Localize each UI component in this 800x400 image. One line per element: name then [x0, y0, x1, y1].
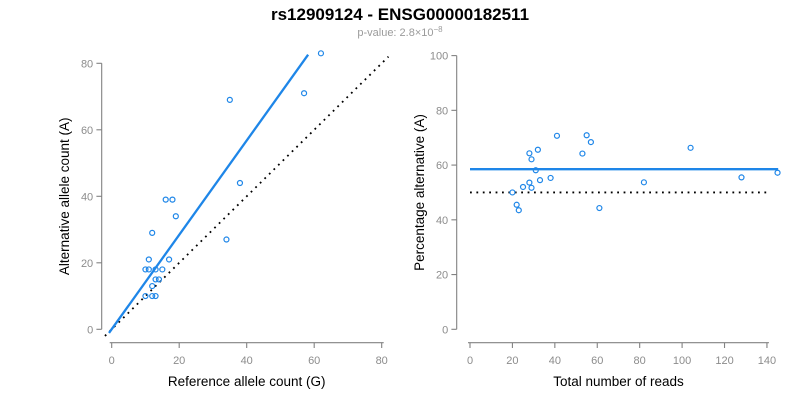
data-point: [162, 196, 169, 203]
data-point: [159, 266, 166, 273]
x-tick-label: 80: [376, 355, 388, 367]
y-tick-label: 100: [430, 51, 448, 63]
data-point: [155, 276, 163, 283]
data-point: [519, 183, 527, 191]
data-point: [149, 292, 156, 300]
x-tick-label: 80: [634, 355, 646, 367]
data-point: [547, 174, 554, 182]
y-axis-title: Alternative allele count (A): [57, 118, 72, 276]
y-tick-label: 0: [442, 324, 448, 336]
pvalue-text: p-value: 2.8×10: [357, 27, 434, 39]
data-point: [152, 266, 159, 273]
data-point: [317, 50, 325, 57]
y-tick-label: 40: [81, 191, 93, 203]
data-point: [236, 179, 244, 187]
data-point: [300, 90, 308, 97]
data-point: [515, 207, 522, 214]
x-tick-label: 0: [467, 355, 473, 367]
data-point: [172, 213, 179, 220]
data-point: [145, 256, 152, 263]
data-point: [583, 132, 590, 139]
y-tick-label: 60: [81, 125, 93, 137]
data-point: [169, 196, 176, 203]
data-point: [536, 177, 544, 184]
data-point: [152, 276, 159, 283]
data-point: [149, 229, 156, 236]
plot-title: rs12909124 - ENSG00000182511: [270, 5, 530, 24]
y-tick-label: 40: [436, 215, 448, 227]
data-point: [532, 167, 539, 174]
data-point: [587, 138, 594, 146]
data-point: [579, 150, 586, 157]
data-point: [526, 179, 533, 186]
data-point: [142, 292, 149, 300]
regression-line: [108, 53, 310, 334]
y-tick-label: 80: [81, 58, 93, 70]
x-tick-label: 60: [591, 355, 603, 367]
data-point: [640, 179, 648, 186]
y-tick-label: 20: [81, 258, 93, 270]
x-tick-label: 40: [241, 355, 253, 367]
data-point: [687, 144, 694, 151]
data-point: [528, 156, 535, 163]
plot-subtitle: p-value: 2.8×10−8: [0, 25, 800, 39]
y-tick-label: 0: [87, 324, 93, 336]
data-point: [738, 174, 745, 181]
y-tick-label: 60: [436, 160, 448, 172]
data-point: [152, 292, 159, 300]
x-tick-label: 120: [715, 355, 733, 367]
identity-line: [104, 56, 390, 337]
y-tick-label: 20: [436, 270, 448, 282]
y-axis-title: Percentage alternative (A): [412, 114, 427, 271]
x-tick-label: 100: [673, 355, 691, 367]
data-point: [553, 132, 561, 139]
data-point: [223, 236, 230, 243]
x-tick-label: 140: [758, 355, 776, 367]
data-point: [513, 201, 520, 208]
data-point: [534, 146, 541, 153]
data-point: [509, 189, 516, 196]
y-tick-label: 80: [436, 105, 448, 117]
x-axis-title: Total number of reads: [553, 374, 684, 389]
data-point: [165, 256, 173, 263]
pvalue-exponent: −8: [433, 25, 443, 34]
data-point: [526, 150, 533, 157]
plot-allele-counts: 0 20 40 60 80 0 20 40 60 80 Reference allele count…: [57, 50, 390, 389]
x-tick-label: 60: [308, 355, 320, 367]
x-tick-label: 40: [549, 355, 561, 367]
data-point: [145, 266, 152, 273]
x-axis-title: Reference allele count (G): [168, 374, 326, 389]
data-point: [142, 266, 149, 273]
data-point: [774, 169, 781, 176]
data-point: [596, 204, 603, 212]
data-point: [149, 282, 156, 290]
plot-percentage-alternative: 0 20 40 60 80 100 0 20 40 60 80 100 120 140 Total numb…: [412, 51, 781, 389]
x-tick-label: 0: [109, 355, 115, 367]
x-tick-label: 20: [173, 355, 185, 367]
data-point: [528, 184, 535, 191]
x-tick-label: 20: [506, 355, 518, 367]
data-point: [226, 96, 233, 103]
